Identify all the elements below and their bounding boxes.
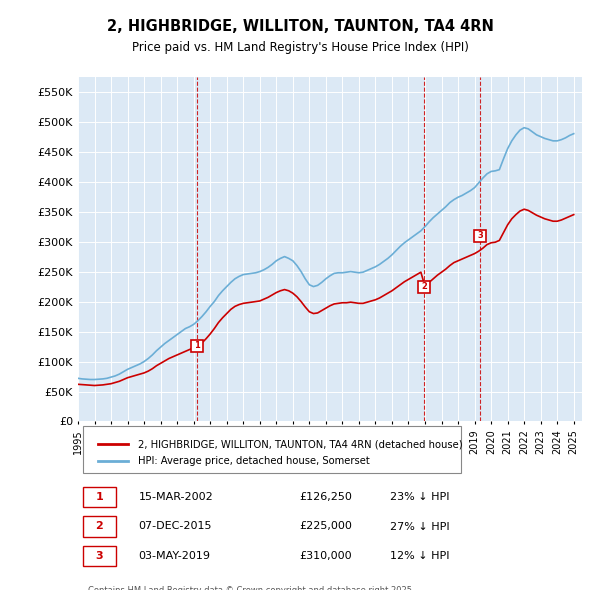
FancyBboxPatch shape [83, 426, 461, 473]
Text: 3: 3 [95, 551, 103, 561]
Text: 2: 2 [421, 282, 427, 291]
Text: 1: 1 [95, 491, 103, 502]
Text: 3: 3 [478, 231, 483, 240]
Text: HPI: Average price, detached house, Somerset: HPI: Average price, detached house, Some… [139, 457, 370, 467]
Text: £310,000: £310,000 [300, 551, 352, 561]
Text: £126,250: £126,250 [300, 491, 353, 502]
Text: 1: 1 [194, 341, 200, 350]
Text: 2: 2 [95, 522, 103, 532]
Text: Price paid vs. HM Land Registry's House Price Index (HPI): Price paid vs. HM Land Registry's House … [131, 41, 469, 54]
Text: 2, HIGHBRIDGE, WILLITON, TAUNTON, TA4 4RN (detached house): 2, HIGHBRIDGE, WILLITON, TAUNTON, TA4 4R… [139, 439, 463, 449]
Text: £225,000: £225,000 [300, 522, 353, 532]
Text: Contains HM Land Registry data © Crown copyright and database right 2025.
This d: Contains HM Land Registry data © Crown c… [88, 586, 415, 590]
Text: 2, HIGHBRIDGE, WILLITON, TAUNTON, TA4 4RN: 2, HIGHBRIDGE, WILLITON, TAUNTON, TA4 4R… [107, 19, 493, 34]
Text: 23% ↓ HPI: 23% ↓ HPI [391, 491, 450, 502]
Text: 07-DEC-2015: 07-DEC-2015 [139, 522, 212, 532]
FancyBboxPatch shape [83, 546, 116, 566]
Text: 03-MAY-2019: 03-MAY-2019 [139, 551, 211, 561]
Text: 27% ↓ HPI: 27% ↓ HPI [391, 522, 450, 532]
FancyBboxPatch shape [83, 487, 116, 507]
Text: 15-MAR-2002: 15-MAR-2002 [139, 491, 213, 502]
FancyBboxPatch shape [83, 516, 116, 537]
Text: 12% ↓ HPI: 12% ↓ HPI [391, 551, 450, 561]
